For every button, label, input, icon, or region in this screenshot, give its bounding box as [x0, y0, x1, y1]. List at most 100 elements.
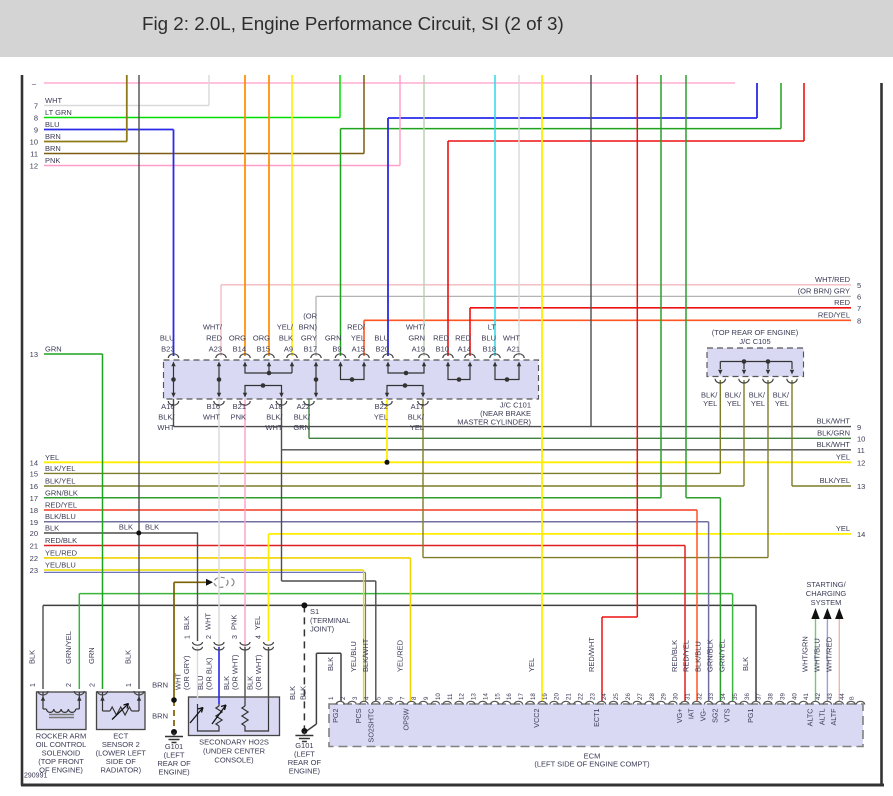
svg-text:GRN: GRN	[87, 647, 96, 664]
svg-text:WHT: WHT	[265, 423, 282, 432]
svg-text:RED/YEL: RED/YEL	[818, 310, 850, 319]
svg-text:GRN: GRN	[45, 345, 62, 354]
svg-text:1: 1	[185, 635, 192, 639]
svg-text:GRN/YEL: GRN/YEL	[717, 639, 726, 672]
svg-text:6: 6	[857, 293, 861, 302]
svg-text:17: 17	[30, 494, 38, 503]
svg-text:ECT: ECT	[113, 732, 128, 741]
svg-text:3: 3	[232, 635, 239, 639]
svg-text:A15: A15	[352, 345, 365, 354]
svg-text:23: 23	[589, 693, 596, 700]
svg-text:WHT/RED: WHT/RED	[815, 275, 851, 284]
svg-text:14: 14	[482, 693, 489, 700]
svg-text:A19: A19	[412, 345, 425, 354]
svg-text:29: 29	[661, 693, 668, 700]
svg-text:ROCKER ARM: ROCKER ARM	[36, 732, 86, 741]
svg-text:ENGINE): ENGINE)	[158, 768, 190, 777]
svg-text:(TERMINAL: (TERMINAL	[310, 616, 350, 625]
svg-text:PNK: PNK	[45, 156, 60, 165]
svg-text:1: 1	[30, 683, 37, 687]
svg-text:BLK/WHT: BLK/WHT	[361, 638, 370, 672]
svg-text:OF ENGINE): OF ENGINE)	[39, 766, 83, 775]
svg-text:6: 6	[387, 696, 394, 700]
svg-text:7: 7	[857, 304, 861, 313]
svg-text:BLK: BLK	[741, 657, 750, 671]
svg-text:GRN/YEL: GRN/YEL	[64, 631, 73, 664]
svg-text:BLK: BLK	[299, 686, 308, 700]
svg-text:MASTER CYLINDER): MASTER CYLINDER)	[457, 418, 531, 427]
svg-text:8: 8	[34, 114, 38, 123]
svg-text:ALTL: ALTL	[817, 709, 826, 726]
svg-text:YEL: YEL	[836, 452, 850, 461]
svg-text:B20: B20	[376, 345, 389, 354]
svg-text:SIDE OF: SIDE OF	[106, 757, 136, 766]
svg-text:B22: B22	[375, 402, 388, 411]
svg-text:PG2: PG2	[331, 709, 340, 723]
svg-text:36: 36	[744, 693, 751, 700]
svg-text:1: 1	[328, 696, 335, 700]
svg-text:12: 12	[459, 693, 466, 700]
svg-text:18: 18	[30, 506, 38, 515]
svg-text:1: 1	[126, 683, 133, 687]
svg-text:RADIATOR): RADIATOR)	[101, 766, 142, 775]
svg-text:IAT: IAT	[687, 708, 696, 719]
svg-text:BLK: BLK	[45, 524, 59, 533]
svg-text:BLK/YEL: BLK/YEL	[45, 477, 75, 486]
svg-text:2: 2	[90, 683, 97, 687]
svg-text:CHARGING: CHARGING	[806, 589, 847, 598]
svg-text:B9: B9	[332, 345, 341, 354]
svg-text:13: 13	[30, 350, 38, 359]
svg-text:BLK/YEL: BLK/YEL	[820, 476, 850, 485]
svg-text:ORG: ORG	[229, 334, 246, 343]
svg-text:35: 35	[732, 693, 739, 700]
svg-text:12: 12	[857, 459, 865, 468]
svg-text:WHT: WHT	[204, 613, 213, 630]
svg-text:BLK/: BLK/	[294, 413, 311, 422]
svg-text:2: 2	[340, 696, 347, 700]
svg-text:PCS: PCS	[354, 708, 363, 723]
svg-text:5: 5	[376, 696, 383, 700]
svg-text:7: 7	[34, 102, 38, 111]
svg-text:BLK: BLK	[28, 650, 37, 664]
svg-text:44: 44	[839, 693, 846, 700]
svg-text:21: 21	[566, 693, 573, 700]
svg-text:11: 11	[447, 693, 454, 700]
svg-text:SG2: SG2	[710, 709, 719, 723]
svg-text:A14: A14	[458, 345, 471, 354]
svg-text:YEL: YEL	[410, 423, 424, 432]
svg-text:(OR WHT): (OR WHT)	[231, 654, 240, 690]
svg-text:18: 18	[530, 693, 537, 700]
svg-text:19: 19	[30, 518, 38, 527]
svg-text:BLK/WHT: BLK/WHT	[817, 440, 851, 449]
svg-text:VTS: VTS	[722, 708, 731, 722]
svg-text:ORG: ORG	[253, 334, 270, 343]
svg-text:290991: 290991	[24, 773, 47, 780]
svg-text:A22: A22	[297, 402, 310, 411]
svg-text:BLK/YEL: BLK/YEL	[45, 464, 75, 473]
svg-text:B15: B15	[257, 345, 270, 354]
svg-text:LT: LT	[488, 323, 497, 332]
svg-text:16: 16	[506, 693, 513, 700]
svg-text:YEL: YEL	[253, 616, 262, 630]
svg-text:(OR BRN) GRY: (OR BRN) GRY	[798, 286, 850, 295]
svg-text:BLU: BLU	[374, 334, 389, 343]
svg-text:RED/YEL: RED/YEL	[682, 640, 691, 672]
svg-text:BLK/: BLK/	[773, 391, 790, 400]
svg-text:A16: A16	[161, 402, 174, 411]
svg-text:25: 25	[613, 693, 620, 700]
svg-text:VCC2: VCC2	[532, 709, 541, 728]
svg-text:B14: B14	[233, 345, 246, 354]
svg-text:RED: RED	[455, 334, 471, 343]
svg-text:14: 14	[857, 530, 865, 539]
svg-text:YEL/BLU: YEL/BLU	[349, 641, 358, 672]
svg-text:23: 23	[30, 566, 38, 575]
svg-text:ALTC: ALTC	[805, 709, 814, 727]
svg-text:BLK: BLK	[119, 523, 133, 532]
svg-text:27: 27	[637, 693, 644, 700]
svg-text:VG-: VG-	[699, 708, 708, 721]
svg-text:Fig 2: 2.0L, Engine Performanc: Fig 2: 2.0L, Engine Performance Circuit,…	[142, 13, 564, 34]
svg-text:J/C C105: J/C C105	[739, 337, 770, 346]
svg-text:11: 11	[857, 446, 865, 455]
svg-text:BLK: BLK	[288, 686, 297, 700]
svg-text:BRN: BRN	[152, 712, 168, 721]
